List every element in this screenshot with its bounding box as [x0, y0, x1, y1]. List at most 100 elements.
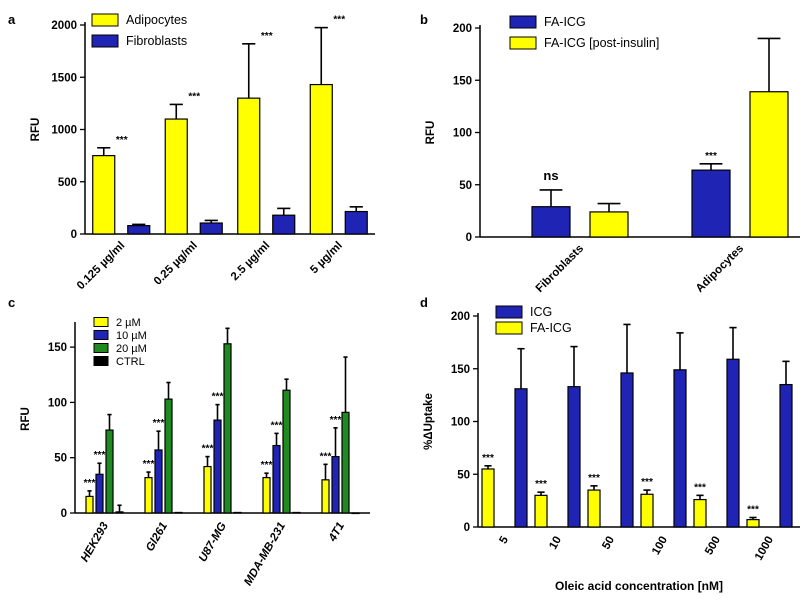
panel-d-bar-fa-icg [746, 519, 760, 528]
panel-d-ytick-label: 100 [451, 417, 470, 429]
panel-b-ytick-label: 100 [453, 128, 472, 140]
panel-a-bar-adipocytes [237, 97, 261, 235]
panel-a-significance: *** [261, 31, 273, 42]
panel-a-bar-adipocytes [164, 118, 188, 235]
panel-a-letter: a [8, 12, 16, 27]
panel-a-category-label: 5 µg/ml [308, 240, 345, 277]
panel-b-category-label: Adipocytes [694, 243, 746, 295]
panel-b-bar-fa-icg [531, 206, 571, 238]
panel-c-legend-label: CTRL [116, 356, 145, 368]
panel-c-bar-20-m [341, 411, 350, 514]
panel-a-category-label: 0.125 µg/ml [75, 240, 128, 293]
panel-b-significance: *** [705, 151, 717, 162]
panel-b-ytick-label: 0 [466, 232, 472, 244]
panel-b-legend-swatch [509, 15, 537, 29]
panel-b-letter: b [420, 12, 428, 27]
panel-a-legend-label: Fibroblasts [126, 34, 187, 48]
panel-a-legend-label: Adipocytes [126, 13, 187, 27]
panel-a: a 0 500 1000 1500 2000 RFU *** 0.125 µg/ml *** 0.2… [8, 12, 375, 292]
panel-c-category-label: U87-MG [197, 520, 229, 564]
panel-d-ylabel: %ΔUptake [423, 393, 435, 450]
panel-c-bar-20-m [105, 429, 114, 514]
panel-c-significance: *** [202, 444, 214, 455]
panel-a-bar-fibroblasts [344, 210, 368, 235]
panel-d-significance: *** [641, 477, 653, 488]
panel-c-bar-2-m [144, 477, 153, 514]
panel-d-ytick-label: 50 [457, 469, 470, 481]
panel-b-ytick-label: 50 [459, 180, 472, 192]
panel-d-bar-icg [620, 372, 634, 528]
panel-d-bar-fa-icg [534, 494, 548, 528]
panel-d-ytick-label: 200 [451, 311, 470, 323]
panel-c-bar-ctrl [292, 511, 301, 514]
panel-c-category-label: MDA-MB-231 [242, 521, 288, 588]
panel-a-ylabel: RFU [30, 118, 42, 142]
panel-a-ytick-label: 1000 [51, 125, 77, 137]
panel-b-ytick-label: 200 [453, 23, 472, 35]
panel-c-legend-label: 2 µM [116, 317, 141, 329]
panel-d-letter: d [420, 295, 428, 310]
panel-c-bar-10-m [154, 449, 163, 514]
panel-a-bar-adipocytes [92, 155, 116, 235]
panel-c-significance: *** [143, 459, 155, 470]
panel-d-bar-icg [673, 369, 687, 528]
panel-c-significance: *** [271, 420, 283, 431]
panel-c-legend-swatch [93, 356, 109, 366]
panel-c-significance: *** [212, 392, 224, 403]
panel-b-category-label: Fibroblasts [534, 243, 586, 295]
panel-b-ylabel: RFU [425, 121, 437, 145]
panel-d-legend-swatch [495, 321, 523, 335]
panel-c-category-label: 4T1 [326, 521, 347, 545]
panel-d-category-label: 500 [703, 535, 723, 558]
panel-d-category-label: 100 [650, 535, 670, 558]
panel-b-legend-label: FA-ICG [544, 15, 586, 29]
panel-d-category-label: 1000 [753, 535, 776, 563]
panel-c-bar-2-m [262, 477, 271, 514]
panel-c-bar-ctrl [174, 511, 183, 514]
panel-d-category-label: 50 [600, 535, 617, 552]
panel-a-significance: *** [333, 15, 345, 26]
panel-a-ytick-label: 2000 [51, 20, 77, 32]
panel-a-bar-fibroblasts [272, 214, 296, 235]
panel-c-bar-2-m [85, 495, 94, 514]
panel-c-bar-20-m [164, 398, 173, 514]
panel-a-bar-fibroblasts [127, 225, 151, 235]
panel-c-bar-2-m [203, 465, 212, 514]
panel-c-category-label: Gl261 [144, 521, 170, 554]
panel-c-significance: *** [153, 418, 165, 429]
panel-c-significance: *** [330, 415, 342, 426]
panel-d-category-label: 5 [498, 534, 512, 546]
panel-d-legend-label: FA-ICG [530, 321, 572, 335]
panel-b-bar-fa-icg [691, 169, 731, 238]
panel-c-ytick-label: 150 [48, 342, 67, 354]
panel-c-bar-10-m [95, 473, 104, 514]
panel-c-ylabel: RFU [20, 407, 32, 431]
panel-c-bar-2-m [321, 479, 330, 514]
panel-c-category-label: HEK293 [79, 520, 111, 564]
panel-d-significance: *** [535, 479, 547, 490]
panel-b-ytick-label: 150 [453, 75, 472, 87]
panel-b-legend-swatch [509, 36, 537, 50]
panel-a-legend-swatch [91, 13, 119, 27]
panel-c-bar-ctrl [115, 511, 124, 514]
panel-d-bar-icg [779, 383, 793, 528]
panel-d-bar-fa-icg [693, 498, 707, 528]
panel-c-bar-10-m [213, 419, 222, 514]
panel-c-bar-20-m [223, 343, 232, 514]
panel-b: b 0 50 100 150 200 RFU ns Fibroblasts *** Adipocyt… [420, 12, 800, 295]
panel-d-significance: *** [694, 482, 706, 493]
panel-a-category-label: 0.25 µg/ml [152, 240, 200, 288]
panel-a-ytick-label: 1500 [51, 72, 77, 84]
panel-b-bar-fa-icg-post-insulin- [589, 211, 629, 238]
panel-d-legend-swatch [495, 305, 523, 319]
panel-c-ytick-label: 0 [61, 508, 67, 520]
panel-c-legend-swatch [93, 317, 109, 327]
panel-c-significance: *** [84, 478, 96, 489]
panel-c: c 0 50 100 150 RFU *** *** HEK293 *** *** Gl261 *** *… [8, 295, 370, 588]
panel-a-significance: *** [116, 135, 128, 146]
panel-c-bar-20-m [282, 389, 291, 514]
panel-d-significance: *** [482, 453, 494, 464]
panel-b-bar-fa-icg-post-insulin- [749, 91, 789, 238]
panel-a-ytick-label: 0 [71, 229, 77, 241]
